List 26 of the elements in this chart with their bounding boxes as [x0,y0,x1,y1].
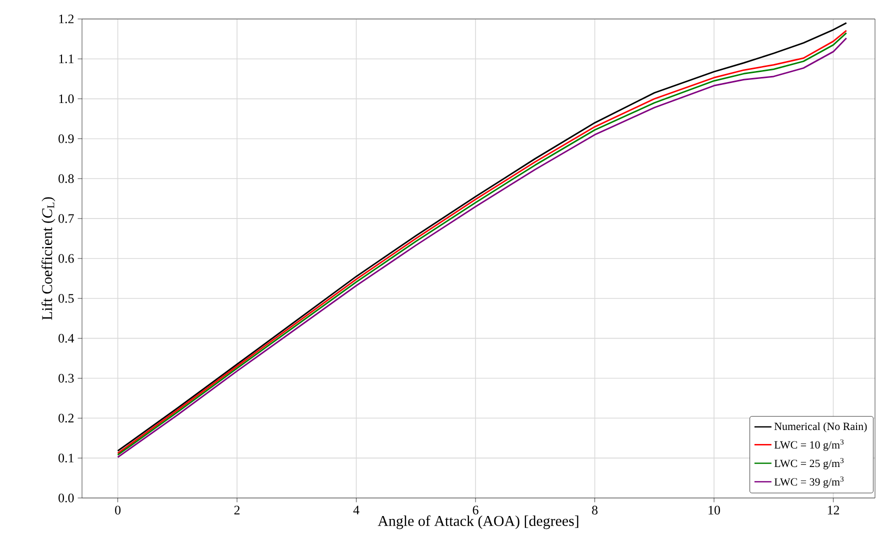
x-axis-title: Angle of Attack (AOA) [degrees] [378,515,578,530]
x-tick-label: 10 [708,506,720,514]
y-tick-label: 0.7 [58,214,74,223]
x-tick-label: 0 [115,506,121,514]
y-tick-label: 0.6 [58,254,74,263]
x-tick-label: 2 [234,506,240,514]
x-tick-label: 6 [472,506,478,514]
y-axis-title: Lift Coefficient (C$_{L}$) [42,197,56,320]
y-tick-label: 0.2 [58,414,74,423]
y-tick-label: 1.0 [59,94,74,104]
y-tick-label: 0.4 [58,334,74,343]
y-tick-label: 0.1 [58,454,74,462]
y-tick-label: 0.3 [58,374,74,383]
y-tick-label: 0.5 [58,294,74,303]
legend-label: LWC = 25 g/m$^{3}$ [774,458,844,470]
legend-label: LWC = 10 g/m$^{3}$ [774,439,844,451]
legend-label: Numerical (No Rain) [774,422,867,432]
y-tick-label: 1.1 [59,54,74,64]
x-tick-label: 8 [592,506,598,514]
legend-label: LWC = 39 g/m$^{3}$ [774,476,844,488]
y-tick-label: 0.9 [58,134,74,144]
x-tick-label: 4 [353,506,360,514]
x-tick-label: 12 [828,506,840,514]
y-tick-label: 0.0 [58,494,74,502]
y-tick-label: 1.2 [59,14,74,24]
y-tick-label: 0.8 [58,174,74,184]
